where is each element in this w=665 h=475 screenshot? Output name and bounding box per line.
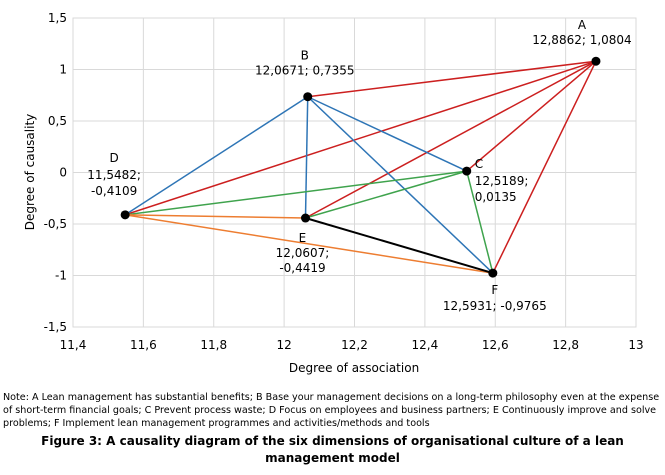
edges [124, 60, 597, 275]
x-tick-label: 12,2 [341, 338, 368, 352]
x-tick-label: 13 [628, 338, 643, 352]
edge-d-e [125, 214, 306, 219]
edge-c-f [465, 170, 494, 274]
y-tick-label: -1,5 [44, 320, 67, 334]
point-a [591, 56, 601, 66]
y-tick-label: -0,5 [44, 217, 67, 231]
edge-a-c [466, 60, 597, 172]
edge-b-f [307, 96, 494, 274]
edge-a-b [307, 60, 597, 98]
point-a-name: A [578, 18, 587, 32]
point-e-name: E [299, 231, 307, 245]
point-b [303, 92, 313, 102]
edge-b-e [304, 96, 309, 219]
point-d-coords: -0,4109 [91, 184, 137, 198]
edge-a-f [492, 60, 597, 274]
edge-d-f [125, 214, 493, 274]
point-d-coords: 11,5482; [87, 168, 141, 182]
chart-note: Note: A Lean management has substantial … [3, 392, 660, 429]
edge-c-e [305, 170, 467, 219]
point-labels: A12,8862; 1,0804 B12,0671; 0,7355 C 12,5189… [87, 18, 631, 313]
point-b-coords: 12,0671; 0,7355 [255, 64, 354, 78]
y-tick-label: 1 [59, 63, 67, 77]
point-c-coords: 12,5189; [475, 174, 529, 188]
point-c-name: C [475, 157, 483, 171]
edge-a-e [305, 60, 597, 219]
point-e-coords: -0,4419 [279, 261, 325, 275]
point-b-name: B [301, 49, 309, 63]
gridlines [73, 18, 636, 327]
point-f-coords: 12,5931; -0,9765 [443, 299, 547, 313]
point-a-coords: 12,8862; 1,0804 [532, 33, 631, 47]
x-tick-label: 11,8 [200, 338, 227, 352]
y-tick-label: 0,5 [48, 114, 67, 128]
point-c-coords: 0,0135 [475, 190, 517, 204]
figure-caption: Figure 3: A causality diagram of the six… [41, 434, 624, 465]
point-f [488, 268, 498, 278]
y-tick-label: -1 [55, 269, 67, 283]
edge-a-d [124, 60, 597, 216]
point-d [120, 210, 130, 220]
y-tick-label: 0 [59, 166, 67, 180]
tick-labels: 11,4 11,6 11,8 12 12,2 12,4 12,6 12,8 13 1,5 1 0,5 0… [44, 11, 644, 352]
point-f-name: F [491, 283, 498, 297]
edge-b-d [124, 96, 309, 216]
causality-chart: 11,4 11,6 11,8 12 12,2 12,4 12,6 12,8 13 1,5 1 0,5 0… [23, 11, 644, 375]
points [120, 56, 601, 278]
edge-b-c [307, 96, 468, 172]
point-e-coords: 12,0607; [276, 246, 330, 260]
x-tick-label: 11,4 [60, 338, 87, 352]
edge-e-f [305, 217, 494, 275]
x-tick-label: 11,6 [130, 338, 157, 352]
point-d-name: D [110, 151, 119, 165]
point-e [300, 213, 310, 223]
x-tick-label: 12 [276, 338, 291, 352]
y-tick-label: 1,5 [48, 11, 67, 25]
y-axis-title: Degree of causality [23, 114, 37, 231]
x-axis-title: Degree of association [289, 361, 419, 375]
x-tick-label: 12,8 [552, 338, 579, 352]
point-c [462, 166, 472, 176]
x-tick-label: 12,4 [412, 338, 439, 352]
edge-c-d [125, 170, 467, 216]
x-tick-label: 12,6 [482, 338, 509, 352]
